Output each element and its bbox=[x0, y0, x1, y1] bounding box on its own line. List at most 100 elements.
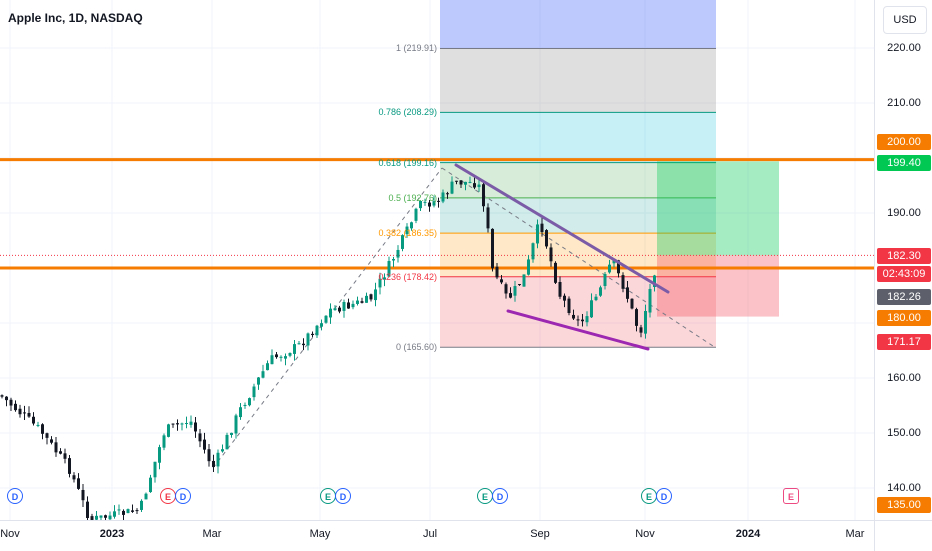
candle-body bbox=[585, 316, 589, 323]
fib-level-label: 1 (219.91) bbox=[395, 43, 437, 54]
candle-body bbox=[171, 423, 175, 425]
chart-pane[interactable]: Apple Inc, 1D, NASDAQ 1 (219.91) 0.786 (2… bbox=[0, 0, 874, 520]
candle-body bbox=[396, 249, 400, 258]
candle-body bbox=[581, 319, 584, 322]
price-label: 200.00 bbox=[877, 134, 931, 150]
earnings-icon[interactable]: E bbox=[783, 488, 799, 504]
price-label: 182.26 bbox=[877, 289, 931, 305]
candle-body bbox=[297, 343, 301, 345]
dividend-icon[interactable]: D bbox=[656, 488, 672, 504]
fib-zone bbox=[440, 197, 716, 234]
candle-body bbox=[315, 325, 319, 336]
candle-body bbox=[392, 259, 395, 261]
fib-level-label: 0.382 (186.35) bbox=[378, 228, 437, 239]
candle-body bbox=[333, 308, 337, 311]
candle-body bbox=[410, 222, 413, 229]
candle-body bbox=[468, 181, 472, 183]
candle-body bbox=[288, 353, 292, 356]
candle-body bbox=[59, 451, 62, 454]
candle-body bbox=[131, 510, 134, 512]
candle-body bbox=[270, 355, 274, 365]
candle-body bbox=[117, 509, 121, 511]
earnings-icon[interactable]: E bbox=[320, 488, 336, 504]
candle-body bbox=[401, 235, 404, 249]
candle-body bbox=[500, 279, 503, 283]
candle-body bbox=[446, 193, 449, 195]
earnings-icon[interactable]: E bbox=[477, 488, 493, 504]
dividend-icon[interactable]: D bbox=[175, 488, 191, 504]
candle-body bbox=[261, 371, 265, 378]
candle-body bbox=[518, 284, 521, 286]
position-profit-zone bbox=[657, 161, 779, 256]
price-tick-label: 210.00 bbox=[887, 97, 921, 109]
fib-zone bbox=[440, 112, 716, 163]
candle-body bbox=[108, 515, 112, 520]
candle-body bbox=[45, 433, 49, 438]
earnings-icon[interactable]: E bbox=[160, 488, 176, 504]
dividend-icon[interactable]: D bbox=[335, 488, 351, 504]
fib-level-label: 0 (165.60) bbox=[395, 342, 437, 353]
price-label: 171.17 bbox=[877, 334, 931, 350]
candle-body bbox=[104, 515, 107, 518]
candle-body bbox=[594, 296, 598, 301]
price-label: 02:43:09 bbox=[877, 266, 931, 282]
candle-body bbox=[495, 266, 499, 278]
candle-body bbox=[432, 201, 436, 206]
trend-dashed-line bbox=[212, 167, 443, 469]
candle-body bbox=[369, 294, 373, 300]
candle-body bbox=[293, 344, 296, 354]
price-tick-label: 220.00 bbox=[887, 42, 921, 54]
price-tick-label: 150.00 bbox=[887, 427, 921, 439]
axis-corner bbox=[874, 520, 932, 551]
candle-body bbox=[356, 300, 359, 304]
candle-body bbox=[135, 510, 139, 512]
candle-body bbox=[617, 260, 620, 274]
dividend-icon[interactable]: D bbox=[492, 488, 508, 504]
candle-body bbox=[225, 434, 229, 450]
candle-body bbox=[572, 314, 575, 319]
candle-body bbox=[342, 302, 346, 311]
candle-body bbox=[180, 423, 184, 425]
candle-body bbox=[540, 223, 544, 232]
currency-button[interactable]: USD bbox=[883, 6, 927, 34]
dividend-icon[interactable]: D bbox=[7, 488, 23, 504]
candle-body bbox=[63, 453, 67, 459]
candle-body bbox=[14, 403, 17, 411]
candle-body bbox=[284, 356, 287, 359]
earnings-icon[interactable]: E bbox=[641, 488, 657, 504]
price-label: 199.40 bbox=[877, 155, 931, 171]
candle-body bbox=[378, 278, 382, 288]
price-axis[interactable]: USD 220.00 210.00 190.00 160.00 150.00 140.00… bbox=[874, 0, 932, 520]
candle-body bbox=[279, 356, 283, 358]
candle-body bbox=[360, 301, 364, 303]
candle-body bbox=[644, 311, 647, 334]
candle-body bbox=[527, 259, 530, 275]
candle-body bbox=[320, 323, 323, 327]
candle-body bbox=[140, 500, 143, 510]
candle-body bbox=[185, 423, 188, 425]
candle-body bbox=[531, 243, 535, 260]
candle-body bbox=[203, 439, 206, 450]
candle-body bbox=[558, 281, 562, 297]
candle-body bbox=[563, 295, 566, 301]
candle-body bbox=[639, 327, 643, 333]
candle-body bbox=[5, 396, 8, 401]
price-chart[interactable] bbox=[0, 0, 874, 520]
candle-body bbox=[450, 181, 454, 194]
candle-body bbox=[608, 264, 611, 273]
price-label: 182.30 bbox=[877, 248, 931, 264]
candle-body bbox=[27, 412, 31, 417]
fib-level-label: 0.618 (199.16) bbox=[378, 157, 437, 168]
candle-body bbox=[77, 478, 80, 489]
candle-body bbox=[207, 449, 211, 462]
candle-body bbox=[513, 286, 517, 296]
candle-body bbox=[212, 460, 215, 467]
candle-body bbox=[423, 201, 427, 203]
time-axis[interactable]: Nov 2023 Mar May Jul Sep Nov 2024 Mar bbox=[0, 520, 874, 551]
candle-body bbox=[324, 315, 328, 323]
wedge-resistance-line bbox=[454, 163, 670, 294]
candle-body bbox=[86, 501, 89, 519]
candle-body bbox=[144, 493, 148, 500]
time-tick-label: May bbox=[309, 528, 331, 540]
candle-body bbox=[221, 449, 224, 452]
